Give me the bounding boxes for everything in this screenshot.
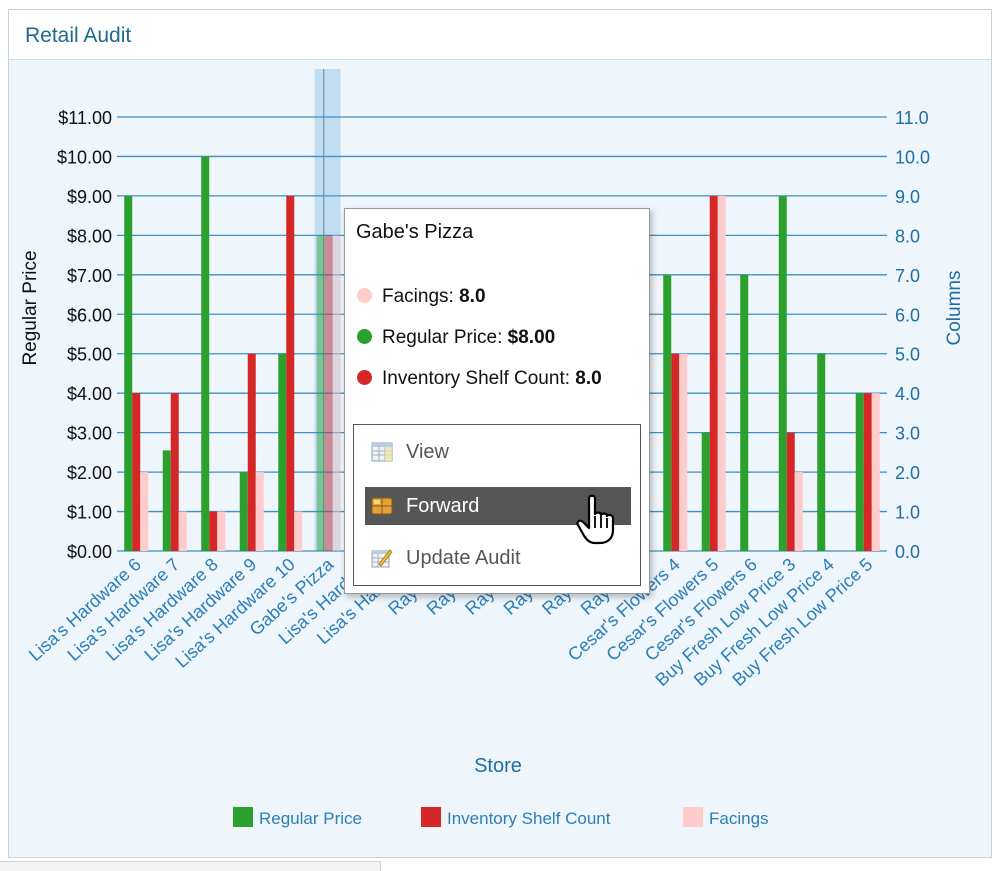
tooltip-label: Facings: [382, 286, 454, 307]
menu-item-label: Update Audit [406, 547, 521, 569]
y-tick-label: $10.00 [57, 147, 112, 167]
bar [278, 353, 287, 551]
y-tick-label: $4.00 [67, 384, 112, 404]
y-tick-label: $3.00 [67, 424, 112, 444]
menu-item-label: Forward [406, 495, 480, 517]
bar [140, 472, 149, 551]
facings-dot [357, 288, 372, 303]
regular-price-dot [357, 329, 372, 344]
y2-tick-label: 8.0 [895, 226, 920, 246]
bar [217, 511, 226, 551]
menu-item-view[interactable]: View [365, 433, 631, 471]
bar [871, 393, 880, 551]
y2-tick-label: 0.0 [895, 542, 920, 562]
bar [324, 235, 333, 551]
bar [817, 353, 826, 551]
bar [663, 274, 672, 551]
bar [178, 511, 187, 551]
bottom-tab [0, 861, 381, 871]
bar [316, 235, 325, 551]
bar [332, 235, 341, 551]
y2-tick-label: 1.0 [895, 503, 920, 523]
legend-swatch [233, 807, 253, 827]
bar [255, 472, 264, 551]
y-tick-label: $7.00 [67, 266, 112, 286]
y2-tick-label: 4.0 [895, 384, 920, 404]
bar [794, 472, 803, 551]
bar [717, 195, 726, 551]
y2-tick-label: 9.0 [895, 187, 920, 207]
menu-item-update-audit[interactable]: Update Audit [365, 539, 631, 577]
inventory-dot [357, 370, 372, 385]
x-axis-title: Store [474, 755, 522, 777]
tooltip-label: Inventory Shelf Count: [382, 368, 570, 389]
bar [671, 353, 680, 551]
bar [239, 472, 248, 551]
bar [247, 353, 256, 551]
y2-tick-label: 10.0 [895, 147, 930, 167]
y2-tick-label: 2.0 [895, 463, 920, 483]
bar [162, 450, 171, 551]
bar [286, 195, 295, 551]
bar [855, 393, 864, 551]
legend-label: Facings [709, 809, 769, 828]
bar [679, 353, 688, 551]
tooltip-value: $8.00 [507, 327, 556, 348]
tooltip-row-facings: Facings: 8.0 [357, 286, 486, 308]
bar [132, 393, 141, 551]
hand-pointer-icon [576, 494, 615, 545]
y-tick-label: $9.00 [67, 187, 112, 207]
bar [778, 195, 787, 551]
y-tick-label: $8.00 [67, 226, 112, 246]
bar [124, 195, 133, 551]
table-icon [371, 442, 393, 462]
y2-tick-label: 3.0 [895, 424, 920, 444]
y-tick-label: $1.00 [67, 503, 112, 523]
menu-item-label: View [406, 441, 449, 463]
y2-axis-title: Columns [944, 271, 965, 346]
tooltip-title: Gabe's Pizza [356, 221, 474, 243]
panel-title: Retail Audit [25, 24, 132, 47]
bar [701, 432, 710, 551]
panel-header: Retail Audit [9, 10, 991, 60]
bar [863, 393, 872, 551]
y-tick-label: $5.00 [67, 345, 112, 365]
hover-highlight-band [314, 69, 341, 551]
tooltip-label: Regular Price: [382, 327, 503, 348]
tooltip-row-regular-price: Regular Price: $8.00 [357, 327, 555, 349]
legend-label: Inventory Shelf Count [447, 809, 611, 828]
y2-tick-label: 11.0 [895, 108, 929, 128]
bar [170, 393, 179, 551]
bar [740, 274, 749, 551]
y2-tick-label: 6.0 [895, 305, 920, 325]
legend-swatch [683, 807, 703, 827]
tooltip-row-inventory: Inventory Shelf Count: 8.0 [357, 368, 602, 390]
bar [709, 195, 718, 551]
bar [201, 156, 210, 552]
bar [209, 511, 218, 551]
y-tick-label: $2.00 [67, 463, 112, 483]
tooltip-value: 8.0 [459, 286, 486, 307]
legend-swatch [421, 807, 441, 827]
y-axis-title: Regular Price [20, 250, 41, 365]
y-tick-label: $0.00 [67, 542, 112, 562]
forward-icon [371, 497, 393, 515]
y2-tick-label: 5.0 [895, 345, 920, 365]
y-tick-label: $11.00 [58, 108, 112, 128]
legend-label: Regular Price [259, 809, 362, 828]
edit-icon [371, 549, 393, 568]
menu-item-forward[interactable]: Forward [365, 487, 631, 525]
y2-tick-label: 7.0 [895, 266, 920, 286]
bar [294, 511, 303, 551]
y-tick-label: $6.00 [67, 305, 112, 325]
tooltip-value: 8.0 [575, 368, 602, 389]
bar [786, 432, 795, 551]
